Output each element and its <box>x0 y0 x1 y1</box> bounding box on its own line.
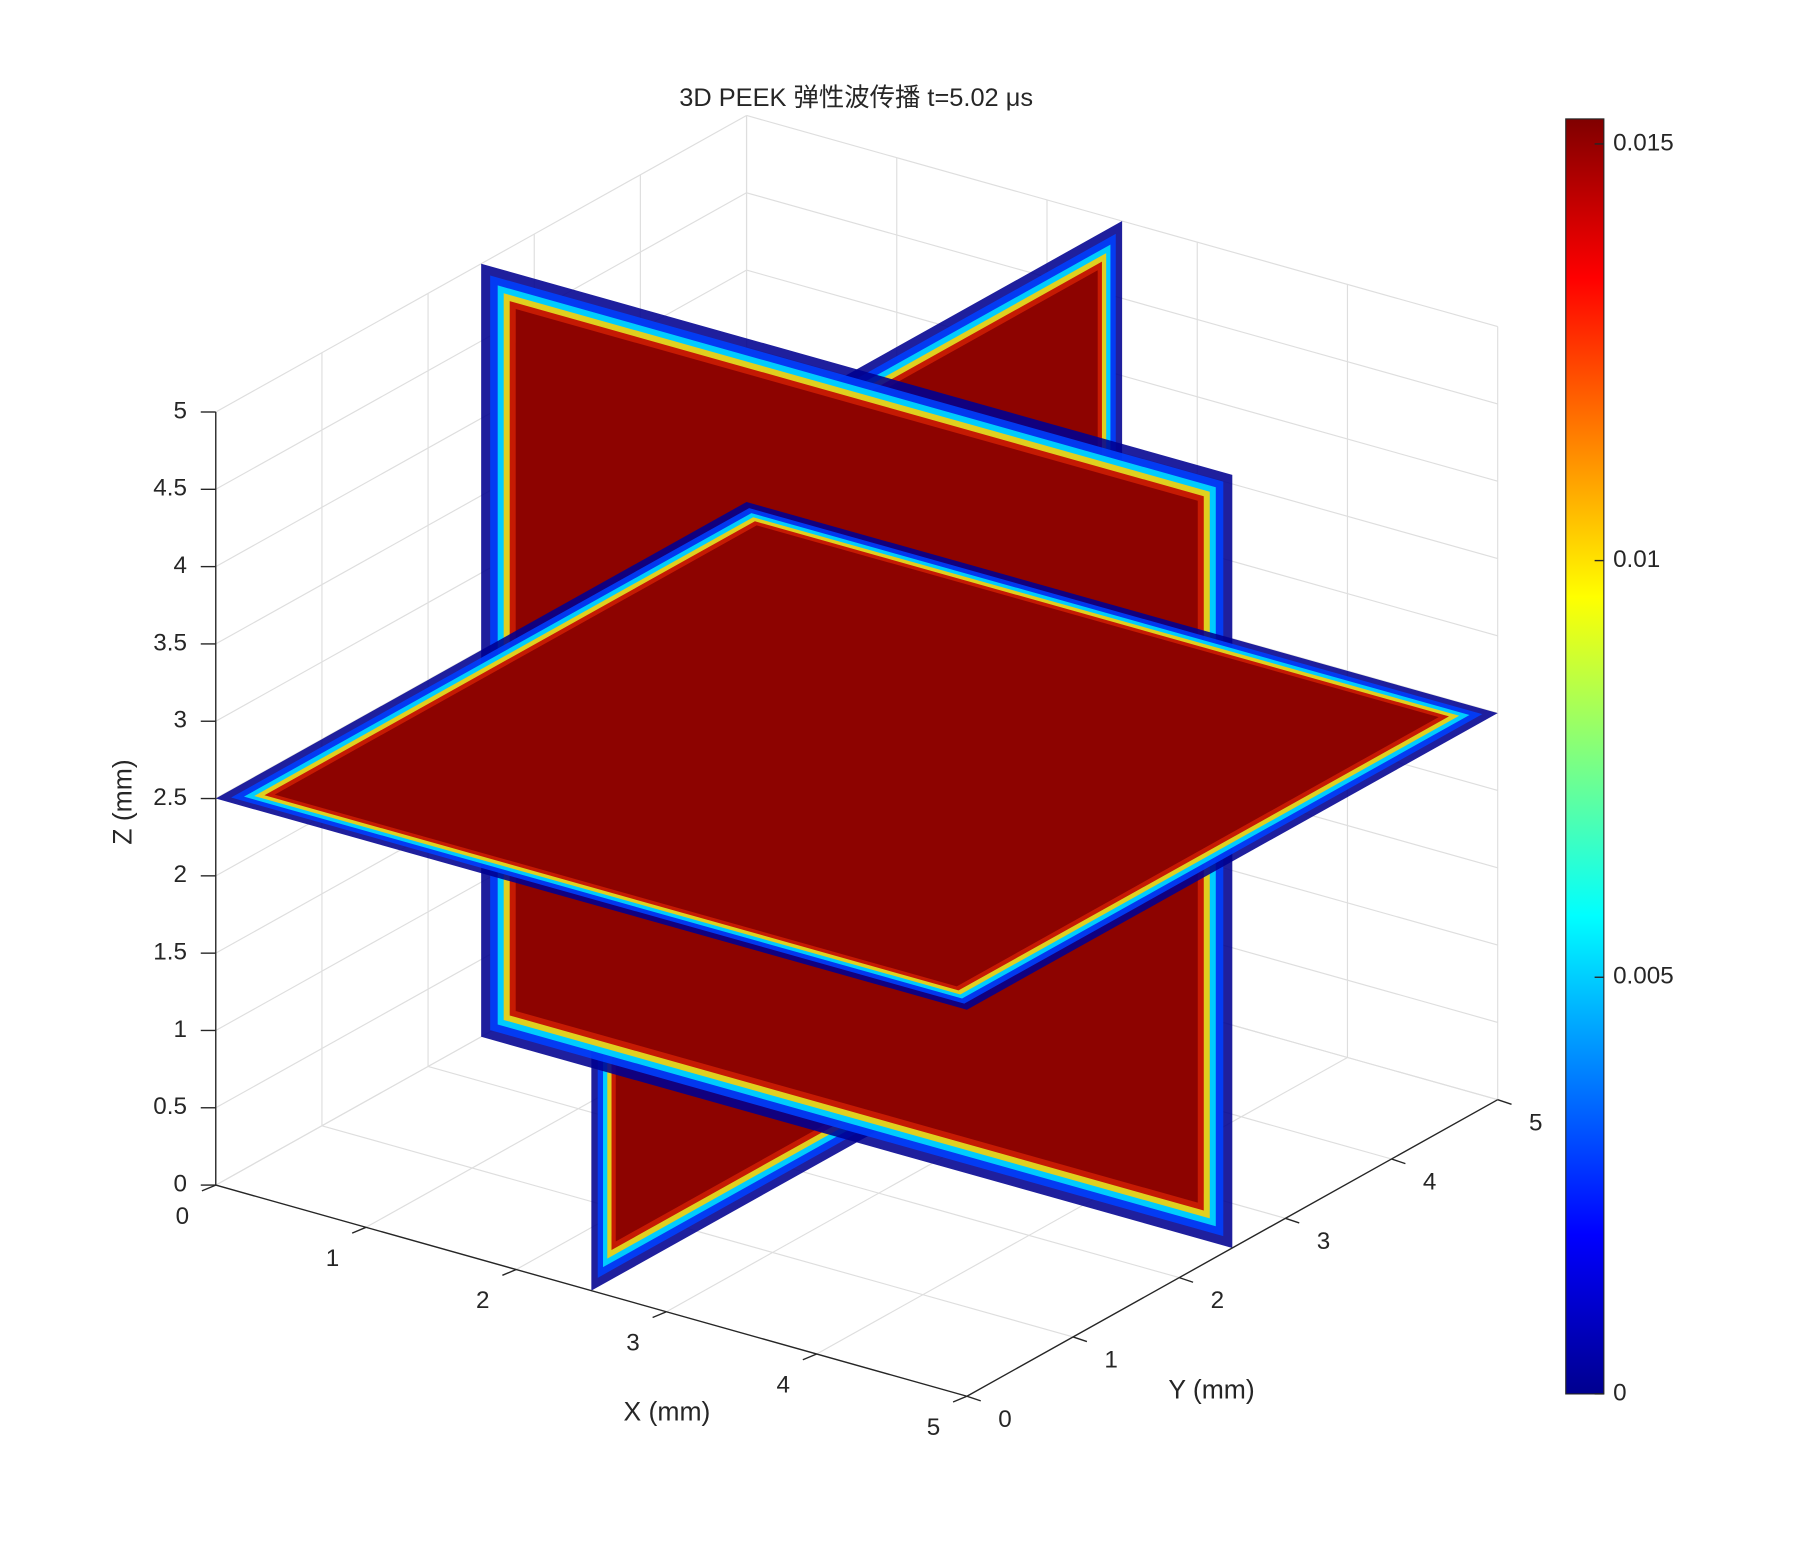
colorbar-tick-label: 0 <box>1613 1379 1626 1406</box>
tick <box>802 1353 817 1361</box>
slices <box>215 221 1498 1291</box>
z-slice <box>274 525 1439 987</box>
z-tick-label: 3 <box>173 707 186 734</box>
tick <box>351 1226 367 1234</box>
x-tick-label: 4 <box>776 1372 789 1399</box>
colorbar <box>1565 118 1605 1395</box>
x-tick-label: 5 <box>927 1414 940 1441</box>
z-tick-label: 4 <box>173 552 186 579</box>
y-tick-label: 3 <box>1317 1228 1330 1255</box>
colorbar-tick-label: 0.015 <box>1613 129 1674 156</box>
tick <box>1497 1099 1512 1105</box>
colorbar-tick-label: 0.01 <box>1613 546 1660 573</box>
z-tick-label: 0.5 <box>153 1093 187 1120</box>
tick <box>1391 1158 1406 1165</box>
tick <box>966 1395 981 1402</box>
y-tick-label: 0 <box>998 1406 1011 1433</box>
z-axis-label: Z (mm) <box>108 759 138 844</box>
y-axis-label: Y (mm) <box>1168 1375 1254 1405</box>
tick <box>1072 1336 1088 1343</box>
tick <box>952 1395 968 1403</box>
y-tick-label: 2 <box>1211 1287 1224 1314</box>
y-tick-label: 5 <box>1529 1109 1542 1136</box>
z-tick-label: 5 <box>173 397 186 424</box>
y-axis <box>966 1099 1499 1397</box>
tick <box>201 1184 217 1192</box>
x-axis-label: X (mm) <box>623 1397 710 1427</box>
x-tick-label: 0 <box>176 1203 189 1230</box>
tick <box>652 1311 667 1319</box>
colorbar-ticks: 0 0.005 0.01 0.015 <box>1594 129 1674 1406</box>
chart-title: 3D PEEK 弹性波传播 t=5.02 μs <box>679 84 1033 112</box>
x-tick-label: 2 <box>476 1287 489 1314</box>
tick <box>502 1268 517 1276</box>
z-tick-label: 1 <box>173 1016 186 1043</box>
tick <box>1285 1217 1300 1224</box>
x-tick-label: 1 <box>326 1245 339 1272</box>
colorbar-tick-label: 0.005 <box>1613 963 1674 990</box>
tick <box>1179 1276 1194 1283</box>
x-tick-label: 3 <box>626 1329 639 1356</box>
z-tick-label: 2.5 <box>153 784 187 811</box>
axes: 0 1 2 3 4 5 0 1 2 3 4 5 0 0.5 1 1.5 2 2.5 3 3.5 4 4.5 5 <box>153 397 1542 1441</box>
z-tick-label: 4.5 <box>153 475 187 502</box>
z-tick-label: 1.5 <box>153 939 187 966</box>
x-axis <box>215 1184 968 1397</box>
z-tick-label: 2 <box>173 861 186 888</box>
y-tick-label: 4 <box>1423 1169 1436 1196</box>
z-tick-label: 3.5 <box>153 629 187 656</box>
y-tick-label: 1 <box>1104 1347 1117 1374</box>
grid-line <box>816 1056 1348 1355</box>
grid-line <box>427 1065 1180 1279</box>
z-tick-label: 0 <box>173 1170 186 1197</box>
